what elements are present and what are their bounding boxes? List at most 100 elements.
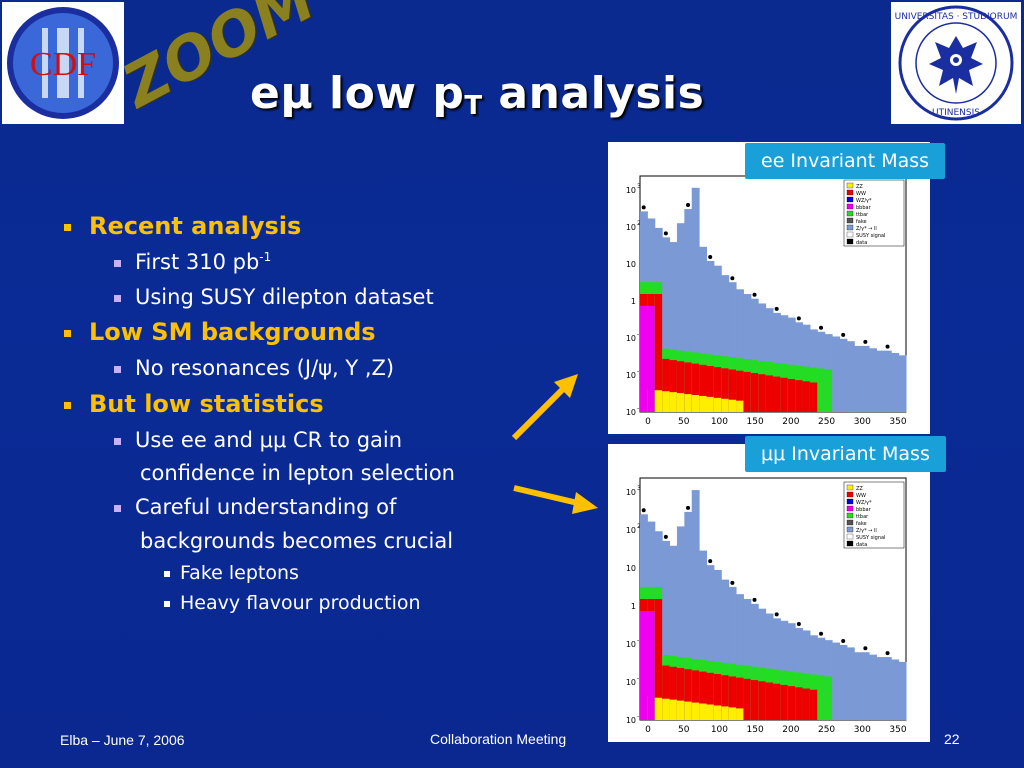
- legend-swatch: [846, 533, 854, 540]
- zll-bin: [839, 338, 848, 412]
- ww-bin: [713, 367, 722, 412]
- zll-bin: [706, 260, 715, 412]
- ww-bin: [773, 376, 781, 412]
- legend-swatch: [846, 224, 854, 231]
- zz-bin: [691, 702, 700, 720]
- data-point: [819, 325, 824, 330]
- zz-bin: [736, 708, 744, 720]
- ww-bin: [728, 676, 737, 720]
- legend-entry: bbbar: [856, 507, 872, 513]
- zz-bin: [669, 699, 678, 720]
- zz-bin: [706, 396, 715, 412]
- zz-bin: [662, 391, 671, 412]
- zll-bin: [728, 586, 737, 720]
- ww-bin: [802, 381, 811, 412]
- data-point: [730, 276, 735, 281]
- bullet-heavy-flavour: Heavy flavour production: [164, 592, 421, 614]
- bullet-marker: [164, 570, 170, 577]
- y-tick-label: 1: [631, 602, 636, 611]
- zll-bin: [750, 298, 759, 412]
- legend-entry: fake: [856, 521, 867, 527]
- arrow-icon: [511, 374, 598, 514]
- bullet-marker: [114, 437, 121, 445]
- ww-bin: [676, 361, 685, 412]
- zll-bin: [780, 620, 789, 720]
- zz-bin: [684, 394, 693, 412]
- data-point: [708, 559, 713, 564]
- y-tick-exp: 3: [637, 485, 641, 492]
- zll-bin: [758, 608, 767, 720]
- data-point: [641, 205, 646, 210]
- ww-bin: [676, 667, 685, 720]
- bullet-sup: -1: [259, 250, 272, 264]
- bullet-susy-dataset: Using SUSY dilepton dataset: [114, 285, 434, 309]
- bullet-text: Using SUSY dilepton dataset: [135, 285, 434, 309]
- bbbar-bin: [640, 305, 648, 412]
- x-tick-label: 300: [854, 417, 871, 427]
- bbbar-bin: [640, 611, 648, 720]
- data-point: [686, 505, 691, 510]
- footer-date: Elba – June 7, 2006: [60, 732, 185, 748]
- legend-entry: Z/γ* → ll: [856, 528, 877, 534]
- bullet-marker: [114, 259, 121, 267]
- y-tick-label: 10: [626, 223, 636, 232]
- zll-bin: [669, 545, 678, 720]
- bullet-text: Careful understanding of: [135, 495, 397, 519]
- svg-text:· UNIVERSITAS · STUDIORUM ·: · UNIVERSITAS · STUDIORUM ·: [891, 12, 1021, 22]
- zz-bin: [654, 390, 663, 412]
- zll-bin: [898, 355, 907, 412]
- svg-text:· UTINENSIS ·: · UTINENSIS ·: [926, 108, 985, 118]
- ww-bin: [795, 380, 804, 412]
- y-tick-label: 10: [626, 488, 636, 497]
- legend-entry: WZ/γ*: [856, 500, 872, 506]
- ww-bin: [780, 684, 789, 720]
- legend-swatch: [846, 238, 854, 245]
- zll-bin: [787, 317, 796, 412]
- title-subscript: T: [464, 91, 483, 121]
- zll-bin: [839, 644, 848, 720]
- zll-bin: [773, 618, 781, 720]
- legend-swatch: [846, 519, 854, 526]
- data-point: [774, 612, 779, 617]
- bullet-use-ee-mumu: Use ee and μμ CR to gain: [114, 428, 402, 452]
- legend-entry: WZ/γ*: [856, 198, 872, 204]
- zll-bin: [854, 652, 863, 720]
- zll-bin: [876, 657, 885, 720]
- zll-bin: [869, 654, 877, 720]
- data-point: [752, 597, 757, 602]
- cdf-logo-text: CDF: [30, 46, 96, 83]
- bullet-continuation: backgrounds becomes crucial: [140, 529, 454, 553]
- bullet-low-statistics: But low statistics: [64, 390, 324, 418]
- zll-bin: [662, 540, 671, 720]
- legend-swatch: [846, 491, 854, 498]
- zll-bin: [898, 661, 907, 720]
- zz-bin: [713, 397, 722, 412]
- y-tick-label: 10: [626, 526, 636, 535]
- zll-bin: [736, 594, 744, 720]
- legend-entry: ttbar: [856, 514, 869, 520]
- data-point: [885, 651, 890, 656]
- zz-bin: [728, 707, 737, 720]
- x-tick-label: 350: [889, 417, 906, 427]
- bullet-careful-understanding: Careful understanding of: [114, 495, 396, 519]
- y-tick-label: 10: [626, 334, 636, 343]
- ww-bin: [662, 665, 671, 720]
- zz-bin: [669, 392, 678, 412]
- bullet-low-sm-backgrounds: Low SM backgrounds: [64, 318, 376, 346]
- ww-bin: [669, 360, 678, 412]
- y-tick-label: 10: [626, 716, 636, 725]
- zll-bin: [743, 294, 752, 412]
- legend-entry: SUSY signal: [856, 535, 885, 541]
- bullet-marker: [64, 401, 71, 409]
- data-point: [796, 622, 801, 627]
- ww-bin: [691, 670, 700, 720]
- y-tick-label: 10: [626, 678, 636, 687]
- zz-bin: [654, 697, 663, 720]
- bullet-text: Fake leptons: [180, 562, 299, 584]
- bullet-continuation: confidence in lepton selection: [140, 461, 455, 485]
- data-point: [841, 638, 846, 643]
- bullet-first-310: First 310 pb-1: [114, 250, 271, 274]
- ww-bin: [780, 377, 789, 412]
- zll-bin: [846, 647, 855, 720]
